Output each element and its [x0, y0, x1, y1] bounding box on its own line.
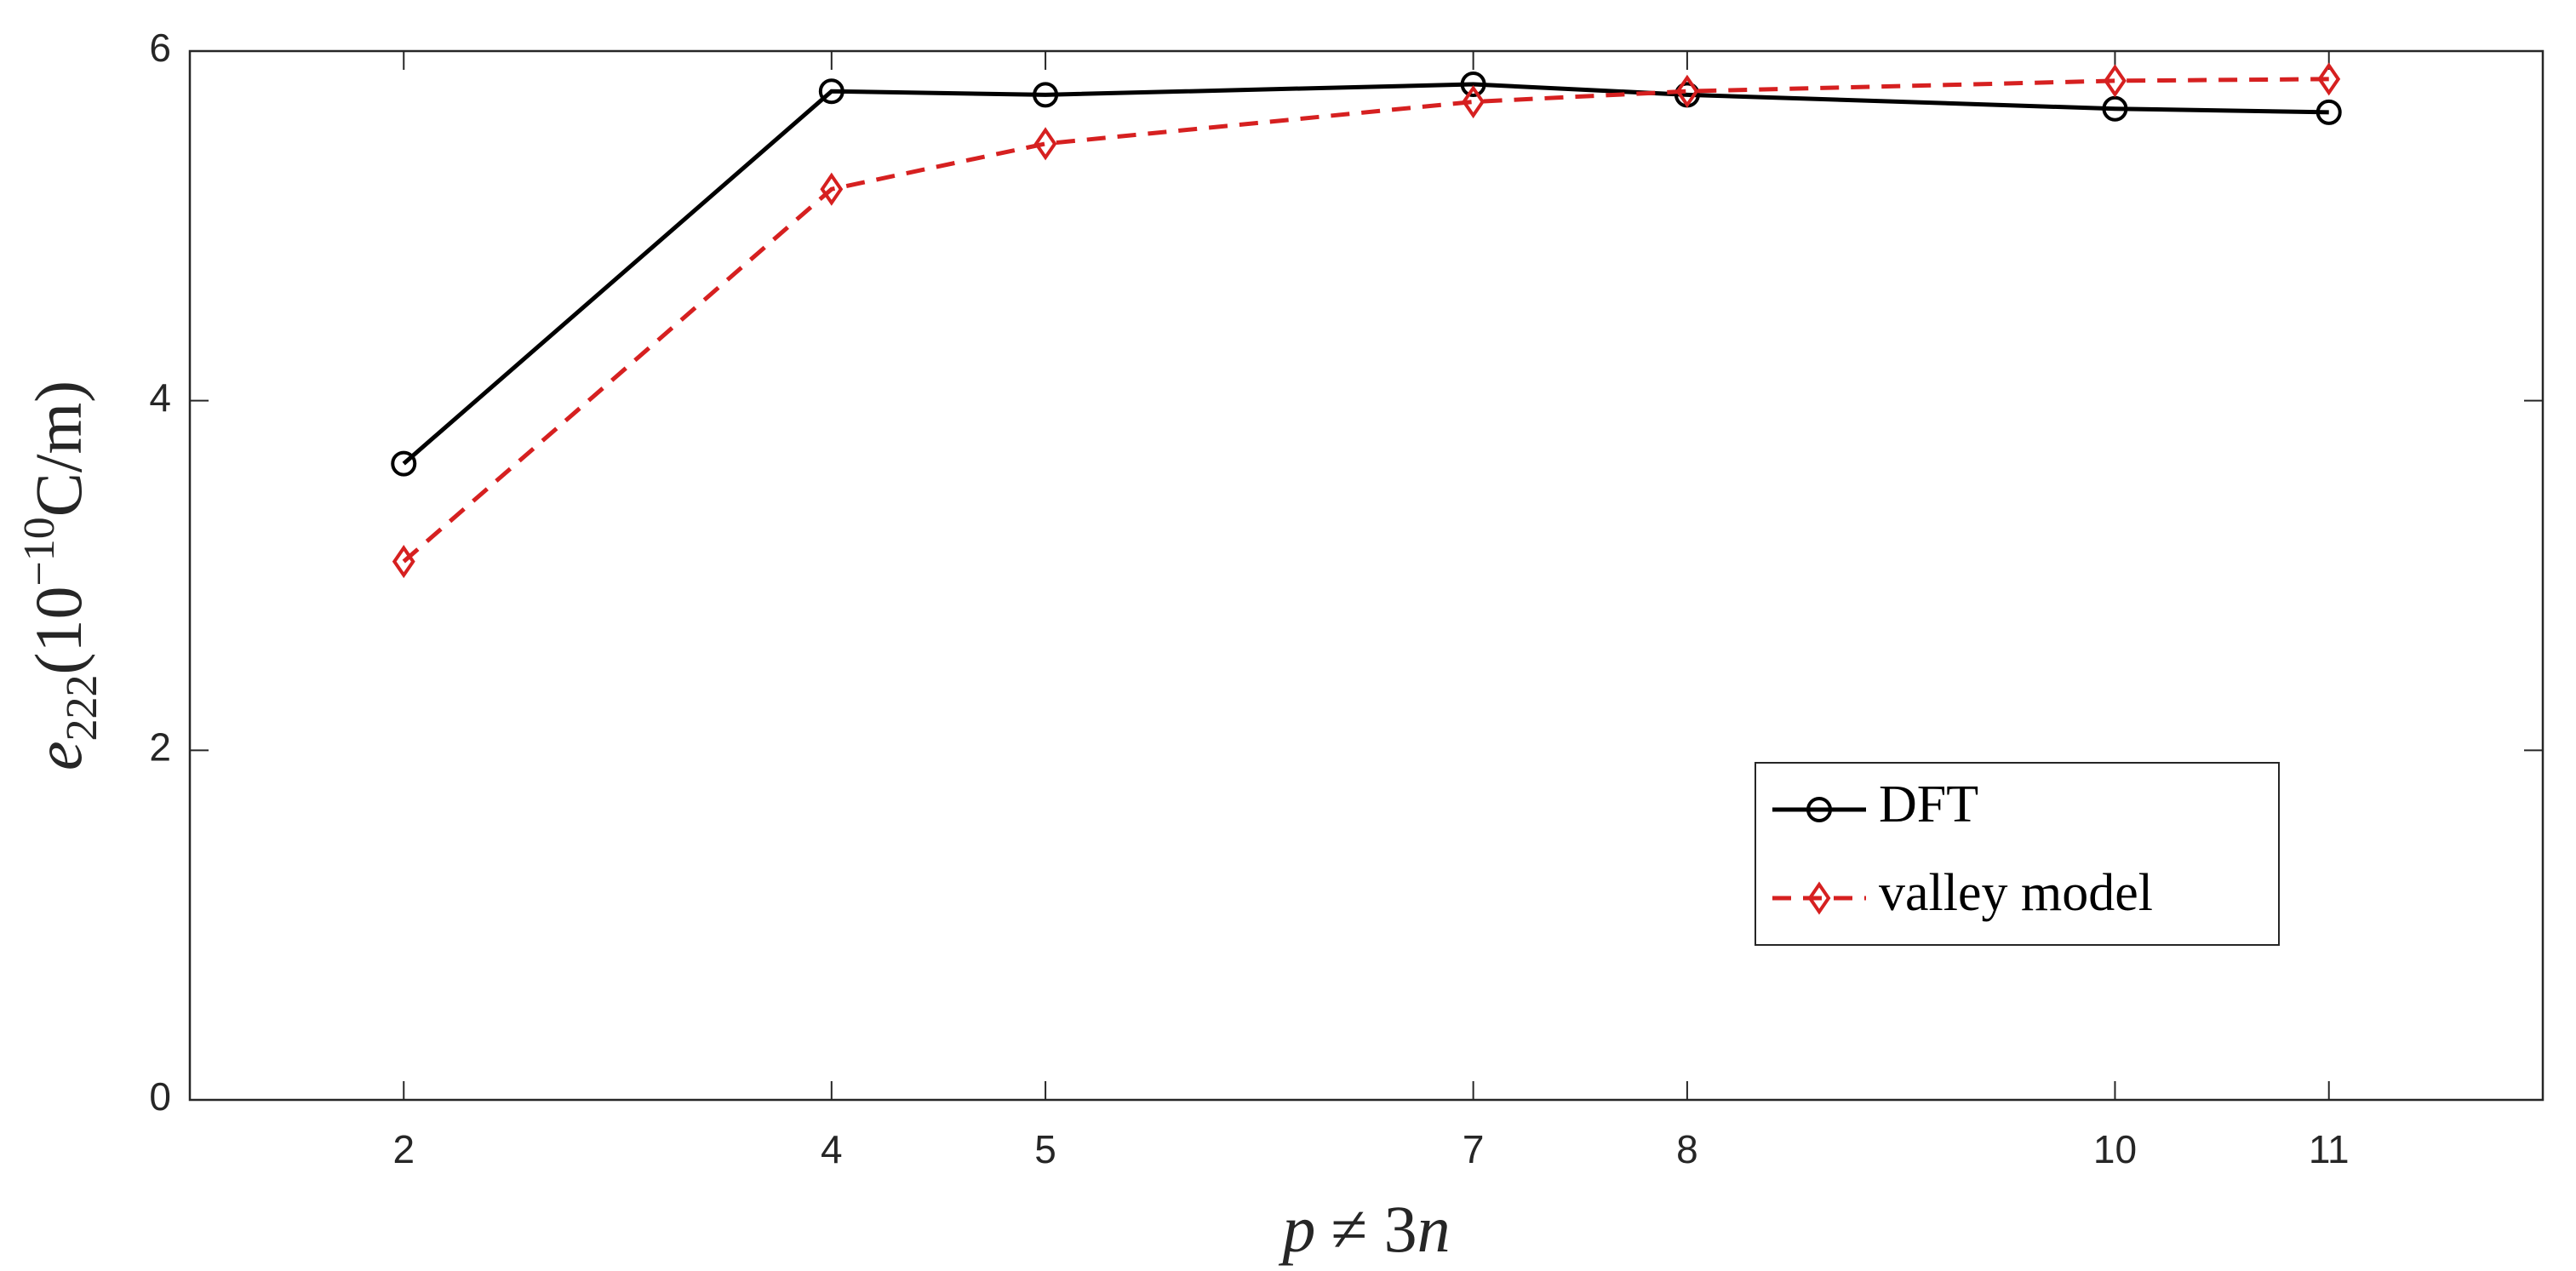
x-axis-label: p ≠ 3n — [1278, 1192, 1450, 1266]
y-label-sup: −10 — [15, 517, 64, 586]
x-tick-label: 5 — [1034, 1127, 1056, 1171]
marker — [2317, 62, 2341, 96]
legend-marker — [1807, 881, 1831, 915]
legend-marker — [1806, 797, 1832, 822]
x-tick-label: 10 — [2093, 1127, 2137, 1171]
x-tick-label: 2 — [392, 1127, 415, 1171]
y-label-open: (10 — [21, 587, 95, 675]
marker — [1033, 82, 1059, 108]
series-line — [402, 77, 2329, 564]
marker — [2316, 99, 2342, 125]
x-label-var2: n — [1417, 1192, 1451, 1266]
legend-label: DFT — [1879, 776, 1978, 833]
y-tick-label: 4 — [149, 375, 171, 420]
x-tick-label: 8 — [1676, 1127, 1698, 1171]
y-tick-label: 2 — [149, 724, 171, 769]
legend-label: valley model — [1879, 864, 2153, 922]
marker — [392, 545, 415, 579]
y-tick-label: 6 — [149, 26, 171, 70]
legend: DFT valley model — [1755, 762, 2280, 946]
legend-box — [1755, 762, 2280, 946]
y-label-sub: 222 — [58, 675, 106, 741]
x-tick-label: 4 — [821, 1127, 843, 1171]
marker — [1460, 72, 1486, 98]
marker — [820, 172, 844, 206]
x-label-rel: ≠ 3 — [1331, 1192, 1417, 1266]
x-tick-label: 7 — [1463, 1127, 1485, 1171]
y-tick-label: 0 — [149, 1074, 171, 1119]
y-label-base: e — [21, 741, 95, 771]
marker — [391, 450, 417, 477]
marker — [1033, 127, 1057, 161]
marker — [2102, 95, 2128, 122]
y-axis-label: e222(10−10C/m) — [15, 381, 106, 770]
x-label-var: p — [1278, 1192, 1315, 1266]
y-label-close: C/m) — [21, 381, 95, 517]
marker — [2104, 64, 2127, 98]
marker — [818, 78, 844, 105]
x-tick-label: 11 — [2309, 1127, 2350, 1171]
plot-frame — [188, 49, 2545, 1102]
marker — [1675, 74, 1699, 108]
marker — [1462, 85, 1485, 119]
series-line — [402, 82, 2329, 466]
